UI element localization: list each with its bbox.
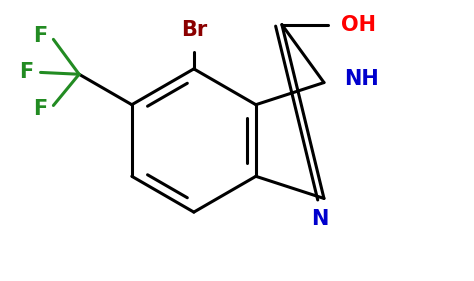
Text: OH: OH [341, 15, 376, 35]
Text: Br: Br [181, 20, 207, 40]
Text: NH: NH [344, 69, 379, 89]
Text: F: F [34, 26, 48, 46]
Text: N: N [311, 209, 329, 229]
Text: F: F [34, 99, 48, 119]
Text: F: F [19, 62, 33, 82]
